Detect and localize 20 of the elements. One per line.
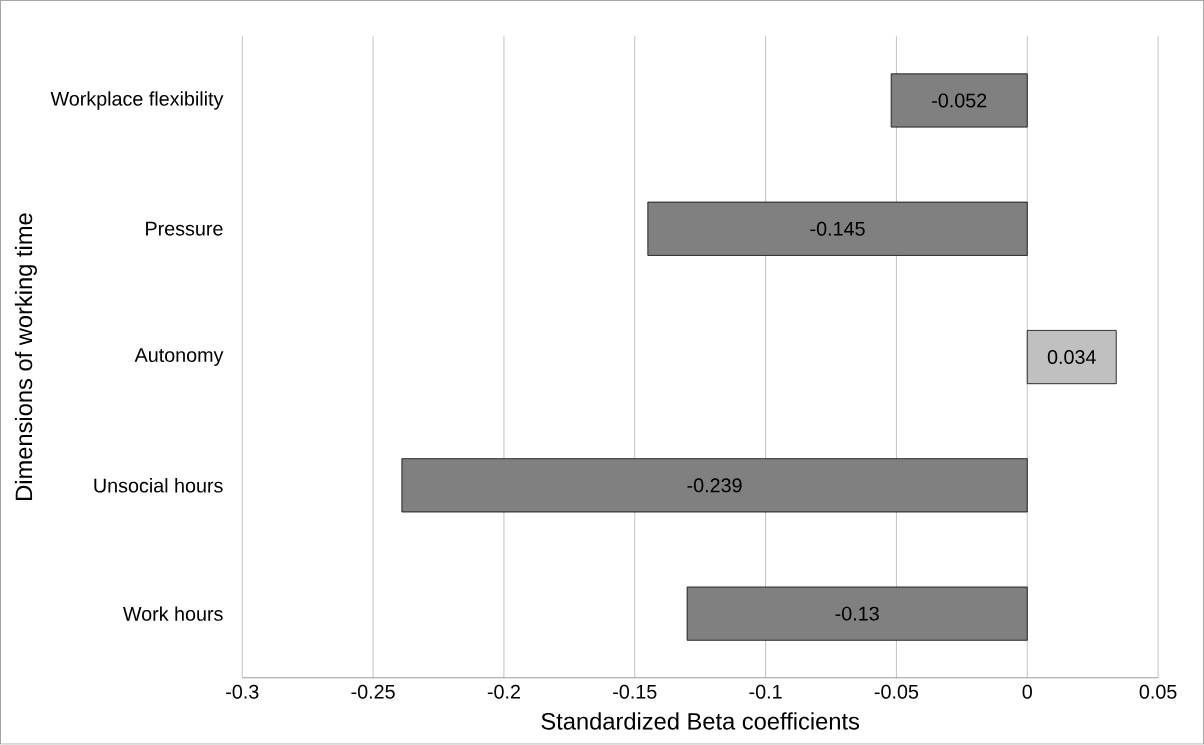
y-tick-label: Pressure [146, 222, 223, 236]
x-tick-label: -0.3 [226, 684, 259, 699]
x-axis-title: Standardized Beta coefficients [541, 712, 860, 730]
data-label: -0.239 [687, 478, 742, 493]
x-tick-label: 0.05 [1139, 684, 1177, 699]
data-label: -0.052 [932, 93, 987, 108]
data-label: -0.145 [810, 222, 865, 236]
x-tick-label: -0.2 [487, 684, 520, 699]
x-tick-label: -0.1 [749, 684, 782, 699]
x-tick-label: 0 [1022, 684, 1032, 699]
data-label: -0.13 [835, 606, 879, 621]
x-tick-label: -0.15 [613, 684, 657, 699]
y-tick-label: Autonomy [134, 348, 224, 367]
y-tick-label: Work hours [122, 606, 223, 622]
y-tick-label: Workplace flexibility [50, 91, 224, 110]
x-tick-label: -0.05 [874, 684, 919, 699]
x-tick-label: -0.25 [351, 684, 395, 699]
data-label: 0.034 [1047, 350, 1096, 365]
y-tick-label: Unsocial hours [94, 478, 223, 493]
y-axis-title: Dimensions of working time [14, 213, 37, 501]
